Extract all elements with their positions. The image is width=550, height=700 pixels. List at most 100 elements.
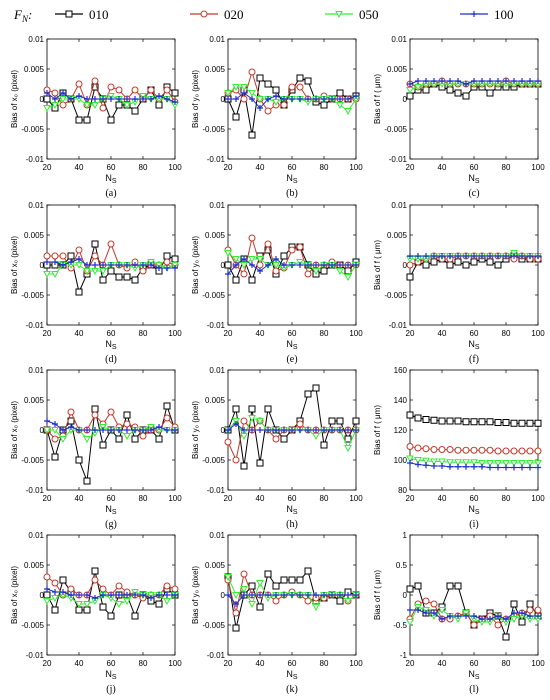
data-point xyxy=(60,262,66,268)
xtick-label: 60 xyxy=(470,163,479,172)
data-point xyxy=(257,427,263,433)
data-point xyxy=(108,262,114,268)
data-point xyxy=(116,427,122,433)
data-point xyxy=(535,253,541,259)
xtick-label: 20 xyxy=(406,494,415,503)
data-point xyxy=(43,591,51,599)
data-point xyxy=(67,252,75,260)
data-point xyxy=(240,586,248,594)
data-point xyxy=(51,89,59,97)
data-point xyxy=(494,447,502,455)
data-point xyxy=(455,253,461,259)
xtick-label: 100 xyxy=(349,494,363,503)
data-point xyxy=(526,600,534,608)
data-point xyxy=(526,419,534,427)
panel-label: (k) xyxy=(286,684,298,695)
ytick-label: 0.005 xyxy=(387,231,408,240)
data-point xyxy=(59,576,67,584)
data-point xyxy=(289,592,295,598)
data-point xyxy=(140,592,146,598)
data-point xyxy=(43,573,51,581)
data-point xyxy=(447,78,453,84)
panel-label: (j) xyxy=(106,684,115,695)
data-point xyxy=(249,592,255,598)
data-point xyxy=(91,567,99,575)
data-point xyxy=(336,268,344,276)
data-point xyxy=(124,592,130,598)
data-point xyxy=(83,436,91,444)
data-point xyxy=(462,92,470,100)
ytick-label: 0.01 xyxy=(209,366,225,375)
ytick-label: -0.005 xyxy=(202,291,225,300)
data-point xyxy=(415,78,421,84)
ytick-label: 0.005 xyxy=(24,231,45,240)
data-point xyxy=(148,427,154,433)
data-point xyxy=(526,460,534,468)
data-point xyxy=(164,96,170,102)
data-point xyxy=(345,592,351,598)
data-point xyxy=(288,83,296,91)
data-point xyxy=(225,96,231,102)
data-point xyxy=(131,86,139,94)
data-point xyxy=(91,411,99,419)
data-point xyxy=(75,116,83,124)
data-point xyxy=(115,582,123,590)
xtick-label: 100 xyxy=(168,659,182,668)
ytick-label: 0 xyxy=(40,261,45,270)
data-point xyxy=(519,253,525,259)
data-point xyxy=(414,582,422,590)
ytick-label: -0.005 xyxy=(202,456,225,465)
data-point xyxy=(296,74,304,82)
xtick-label: 40 xyxy=(256,329,265,338)
data-point xyxy=(535,464,541,471)
data-point xyxy=(132,427,138,433)
y-axis-label: Bias of y₀ (pixel) xyxy=(191,236,200,294)
ytick-label: 0 xyxy=(403,591,408,600)
ytick-label: 0.01 xyxy=(28,35,44,44)
data-point xyxy=(289,96,295,102)
data-point xyxy=(43,252,51,260)
ytick-label: -0.005 xyxy=(384,291,407,300)
data-point xyxy=(99,268,107,276)
xtick-label: 80 xyxy=(139,494,148,503)
data-point xyxy=(248,601,256,609)
data-point xyxy=(225,592,231,598)
data-point xyxy=(232,609,240,617)
x-axis-label: NS xyxy=(105,173,117,185)
data-point xyxy=(116,96,122,102)
data-point xyxy=(454,446,462,454)
data-point xyxy=(288,246,296,254)
data-point xyxy=(407,253,413,259)
data-point xyxy=(172,427,178,433)
data-point xyxy=(99,276,107,284)
data-point xyxy=(344,445,352,453)
data-point xyxy=(172,592,178,598)
xtick-label: 80 xyxy=(139,163,148,172)
data-point xyxy=(51,427,59,435)
data-point xyxy=(422,597,430,605)
data-point xyxy=(233,262,239,268)
data-point xyxy=(163,252,171,260)
data-point xyxy=(305,427,311,433)
data-point xyxy=(487,253,493,259)
data-point xyxy=(511,253,517,259)
data-point xyxy=(281,427,287,433)
data-point xyxy=(422,457,430,465)
xtick-label: 60 xyxy=(107,494,116,503)
data-point xyxy=(510,447,518,455)
data-point xyxy=(304,390,312,398)
data-point xyxy=(272,582,280,590)
data-point xyxy=(414,414,422,422)
data-point xyxy=(91,240,99,248)
xtick-label: 20 xyxy=(43,659,52,668)
legend-label-020: 020 xyxy=(224,7,244,22)
data-point xyxy=(487,78,493,84)
data-point xyxy=(51,102,59,110)
panel-label: (d) xyxy=(105,354,117,365)
ytick-label: -0.01 xyxy=(26,651,45,660)
data-point xyxy=(494,261,502,269)
legend-label-050: 050 xyxy=(359,7,379,22)
data-point xyxy=(107,612,115,620)
